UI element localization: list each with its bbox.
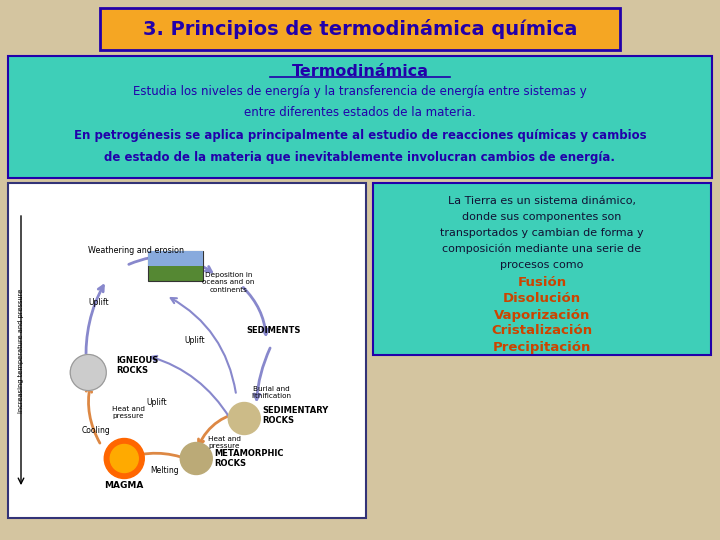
Text: SEDIMENTARY
ROCKS: SEDIMENTARY ROCKS — [262, 406, 328, 425]
Text: IGNEOUS
ROCKS: IGNEOUS ROCKS — [116, 356, 158, 375]
Text: METAMORPHIC
ROCKS: METAMORPHIC ROCKS — [215, 449, 284, 468]
Text: En petrogénesis se aplica principalmente al estudio de reacciones químicas y cam: En petrogénesis se aplica principalmente… — [73, 129, 647, 141]
FancyBboxPatch shape — [148, 251, 203, 280]
FancyBboxPatch shape — [100, 8, 620, 50]
Text: Estudia los niveles de energía y la transferencia de energía entre sistemas y: Estudia los niveles de energía y la tran… — [133, 84, 587, 98]
Circle shape — [110, 444, 138, 472]
Text: de estado de la materia que inevitablemente involucran cambios de energía.: de estado de la materia que inevitableme… — [104, 151, 616, 164]
Text: Vaporización: Vaporización — [494, 308, 590, 321]
Text: Melting: Melting — [150, 466, 179, 475]
Text: entre diferentes estados de la materia.: entre diferentes estados de la materia. — [244, 106, 476, 119]
Text: Termodinámica: Termodinámica — [292, 64, 428, 78]
Text: Precipitación: Precipitación — [492, 341, 591, 354]
Text: Uplift: Uplift — [184, 336, 204, 345]
Circle shape — [71, 354, 107, 390]
Circle shape — [104, 438, 144, 478]
Text: transportados y cambian de forma y: transportados y cambian de forma y — [440, 228, 644, 238]
Text: La Tierra es un sistema dinámico,: La Tierra es un sistema dinámico, — [448, 196, 636, 206]
Text: Disolución: Disolución — [503, 293, 581, 306]
Text: Uplift: Uplift — [88, 298, 109, 307]
Text: Deposition in
oceans and on
continents: Deposition in oceans and on continents — [202, 273, 254, 293]
Text: Heat and
pressure: Heat and pressure — [208, 436, 240, 449]
Text: Weathering and erosion: Weathering and erosion — [89, 246, 184, 255]
Text: SEDIMENTS: SEDIMENTS — [246, 326, 300, 335]
Text: composición mediante una serie de: composición mediante una serie de — [442, 244, 642, 254]
Text: procesos como: procesos como — [500, 260, 584, 270]
Text: 3. Principios de termodinámica química: 3. Principios de termodinámica química — [143, 19, 577, 39]
Text: Increasing temperature and pressure: Increasing temperature and pressure — [18, 288, 24, 413]
Text: donde sus componentes son: donde sus componentes son — [462, 212, 621, 222]
FancyBboxPatch shape — [8, 183, 366, 518]
FancyBboxPatch shape — [148, 251, 203, 266]
Text: MAGMA: MAGMA — [104, 481, 144, 490]
Circle shape — [180, 442, 212, 475]
Text: Cristalización: Cristalización — [492, 325, 593, 338]
Text: Fusión: Fusión — [518, 276, 567, 289]
Text: Heat and
pressure: Heat and pressure — [112, 406, 145, 419]
FancyBboxPatch shape — [373, 183, 711, 355]
Text: Uplift: Uplift — [146, 398, 166, 407]
Text: Burial and
lithification: Burial and lithification — [251, 386, 292, 399]
Circle shape — [228, 402, 260, 435]
FancyBboxPatch shape — [8, 56, 712, 178]
Text: Cooling: Cooling — [82, 426, 111, 435]
